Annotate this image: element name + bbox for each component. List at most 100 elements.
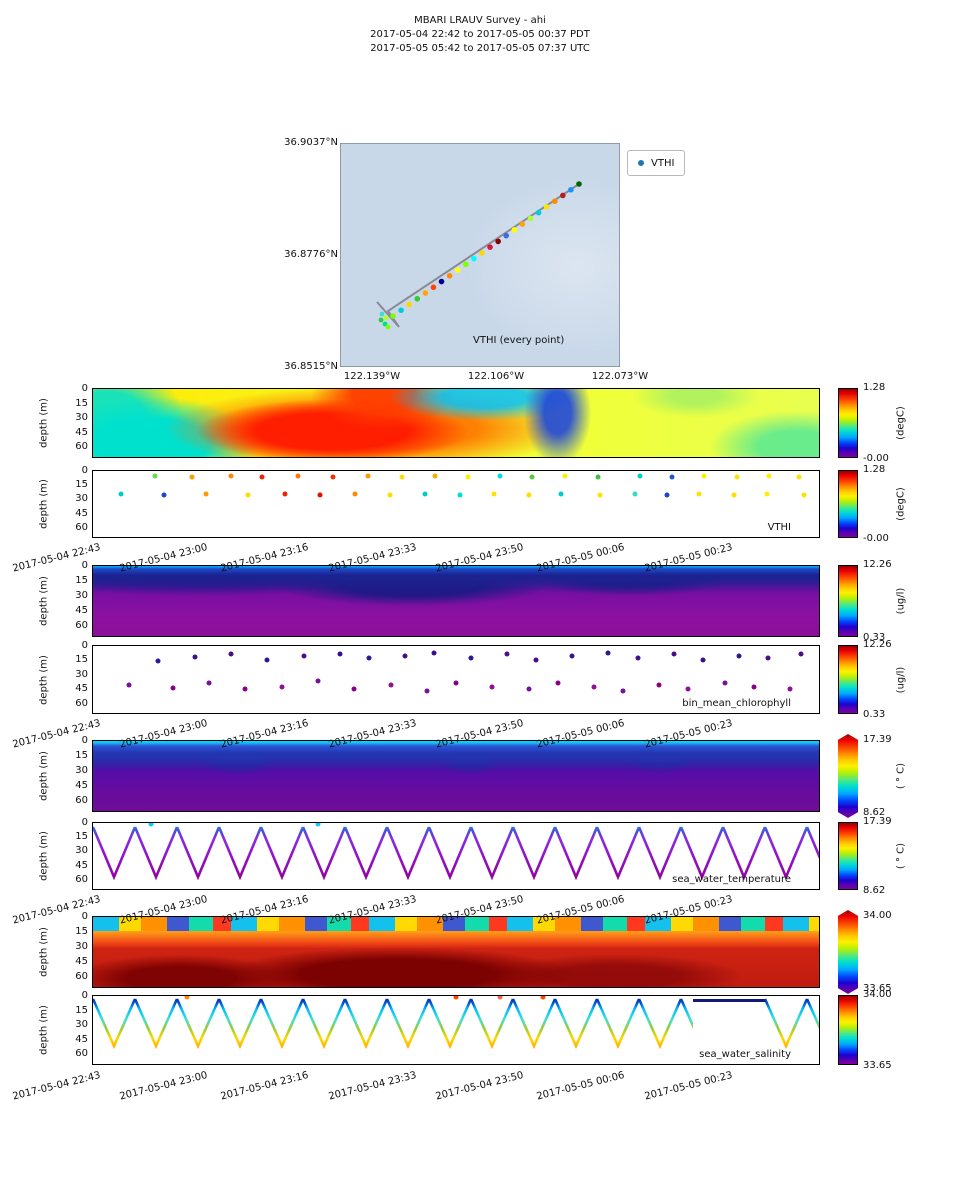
track-cluster-point [379,311,385,317]
depth-tick-label: 45 [75,956,88,967]
colorbar-temp-profile [838,822,858,890]
colorbar-max: 12.26 [863,639,892,650]
scatter-point [632,491,638,497]
panel-label: sea_water_salinity [699,1049,791,1060]
scatter-point [424,688,430,694]
scatter-point [118,491,124,497]
track-cluster-point [385,324,391,330]
colorbar-min: 8.62 [863,885,886,896]
salinity-surface-band [93,917,819,931]
scatter-point [489,684,495,690]
scatter-point [399,474,405,479]
scatter-point [161,492,167,498]
track-cluster-point [378,317,384,323]
colorbar-chl-scatter [838,645,858,714]
scatter-point [152,473,158,479]
depth-tick-label: 30 [75,941,88,952]
depth-tick-label: 30 [75,765,88,776]
depth-tick-label: 15 [75,575,88,586]
colorbar-max: 17.39 [863,734,892,745]
colorbar-vthi-scatter [838,470,858,538]
y-axis-label: depth (m) [38,751,50,801]
scatter-point [295,473,301,479]
scatter-point [764,491,770,497]
scatter-point [787,686,793,692]
scatter-point [569,653,575,659]
scatter-point [170,685,176,691]
depth-tick-label: 60 [75,441,88,453]
depth-tick-label: 0 [81,383,88,394]
scatter-point [751,684,757,690]
scatter-point [203,491,209,497]
map-shading [341,144,619,366]
vthi-scatter-plot: VTHI [92,470,820,538]
colorbar-unit: ( ° C) [895,842,907,870]
panel-row-chl-scatter: depth (m) 0 15 30 45 60 bin_mean_chlorophyll… [0,639,960,720]
depth-tick-label: 60 [75,1048,88,1060]
track-point [487,244,493,250]
scatter-point [468,655,474,661]
scatter-point [282,491,288,497]
scatter-point [453,680,459,686]
scatter-point [148,823,154,827]
panel-row-chl-contour: depth (m) 0 15 30 45 60 12.26 0.33 (ug/l) [0,559,960,643]
scatter-point [315,678,321,684]
scatter-point [671,651,677,657]
track-point [576,181,582,187]
scatter-point [562,473,568,479]
chlorophyll-contour-plot [92,565,820,637]
colorbar-temp-contour [838,734,858,818]
track-point [479,250,485,256]
time-tick-label: 2017-05-04 22:43 [11,1070,102,1103]
track-point [519,221,526,227]
lat-tick-label: 36.9037°N [284,137,338,148]
depth-ticks: 0 15 30 45 60 [58,735,88,812]
colorbar-gradient [838,910,858,994]
track-point [543,204,550,210]
track-point [551,198,558,205]
scatter-point [431,650,437,656]
scatter-point [685,686,691,692]
depth-ticks: 0 15 30 45 60 [58,560,88,637]
colorbar-min: 33.65 [863,1060,892,1071]
scatter-point [457,492,463,498]
scatter-point [351,686,357,692]
title-line3: 2017-05-05 05:42 to 2017-05-05 07:37 UTC [370,43,590,54]
map-legend: VTHI [627,150,686,176]
scatter-point [595,474,601,479]
scatter-point [701,473,707,479]
colorbar-min: -0.00 [863,533,889,544]
scatter-point [669,474,675,479]
colorbar-unit: (ug/l) [895,587,907,615]
time-tick-label: 2017-05-04 23:33 [327,1070,418,1103]
y-axis-label: depth (m) [38,927,50,977]
scatter-point [796,474,802,479]
colorbar-max: 17.39 [863,816,892,827]
title-line1: MBARI LRAUV Survey - ahi [414,15,546,26]
track-point [495,238,501,245]
scatter-point [696,491,702,497]
depth-tick-label: 30 [75,412,88,424]
depth-ticks: 0 15 30 45 60 [58,383,88,458]
colorbar-gradient [838,565,858,637]
scatter-point [228,651,234,657]
depth-tick-label: 30 [75,590,88,601]
track-point [430,284,437,291]
colorbar-gradient [838,822,858,890]
chlorophyll-scatter-plot: bin_mean_chlorophyll [92,645,820,714]
scatter-point [664,492,670,498]
surface-transit-gap [693,997,765,1063]
track-point [454,267,461,273]
panel-label: sea_water_temperature [672,874,791,885]
legend-label: VTHI [651,157,675,169]
depth-tick-label: 15 [75,654,88,666]
scatter-point [301,653,307,659]
depth-tick-label: 30 [75,1019,88,1031]
colorbar-max: 34.00 [863,910,892,921]
y-axis-label: depth (m) [38,831,50,881]
depth-tick-label: 30 [75,493,88,505]
colorbar-sal-profile [838,995,858,1065]
scatter-point [731,492,737,498]
colorbar-gradient [838,470,858,538]
